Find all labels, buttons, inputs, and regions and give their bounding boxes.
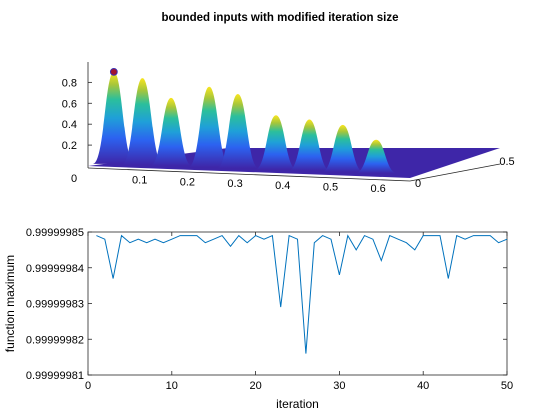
surface-peak xyxy=(121,78,164,165)
x-tick-label: 50 xyxy=(501,380,513,392)
x-tick-label: 30 xyxy=(333,380,345,392)
x-tick-label: 0.1 xyxy=(132,175,147,187)
y-tick-label: 0 xyxy=(415,178,421,190)
x-tick-label: 10 xyxy=(166,380,178,392)
y-tick-label: 0.99999981 xyxy=(26,370,84,382)
surface-peak xyxy=(216,94,259,169)
plot-frame xyxy=(87,231,508,376)
z-tick-label: 0.8 xyxy=(62,77,77,89)
x-tick-label: 0.5 xyxy=(323,181,338,193)
z-tick-label: 0.2 xyxy=(62,140,77,152)
y-tick-label: 0.99999985 xyxy=(26,227,84,239)
surface-floor xyxy=(88,148,500,178)
series-line xyxy=(96,234,508,354)
x-axis-label: iteration xyxy=(276,397,319,411)
surface-peak xyxy=(188,86,231,168)
surface-plot: 0 0.1 0.2 0.3 0.4 0.5 0.6 0 0.5 0.2 0.4 0.6 0.8 xyxy=(62,62,515,195)
x-axis-line xyxy=(87,167,411,182)
x-tick-label: 0 xyxy=(85,380,91,392)
line-plot: 0 10 20 30 40 50 0.99999981 0.99999982 0.9999998… xyxy=(3,227,513,411)
y-axis-line xyxy=(409,163,501,182)
x-tick-label: 0.3 xyxy=(227,178,242,190)
surface-peak xyxy=(321,124,364,172)
y-axis-label: function maximum xyxy=(3,255,17,352)
z-tick-label: 0.6 xyxy=(62,98,77,110)
y-tick-label: 0.99999982 xyxy=(26,334,84,346)
y-tick-label: 0.99999983 xyxy=(26,299,84,311)
x-tick-label: 20 xyxy=(249,380,261,392)
x-tick-label: 0 xyxy=(71,173,77,185)
y-tick-label: 0.99999984 xyxy=(26,263,84,275)
max-point-marker xyxy=(109,67,118,76)
surface-peak xyxy=(255,115,297,170)
surface-peak xyxy=(92,71,135,164)
surface-peak xyxy=(355,139,398,174)
surface-peak xyxy=(288,119,331,171)
chart-title: bounded inputs with modified iteration s… xyxy=(161,12,399,24)
x-tick-label: 40 xyxy=(417,380,429,392)
x-tick-label: 0.2 xyxy=(180,176,195,188)
x-tick-label: 0.6 xyxy=(371,183,386,195)
z-tick-label: 0.4 xyxy=(62,119,77,131)
y-tick-label: 0.5 xyxy=(499,156,514,168)
surface-peak xyxy=(150,97,193,166)
x-tick-label: 0.4 xyxy=(275,180,290,192)
